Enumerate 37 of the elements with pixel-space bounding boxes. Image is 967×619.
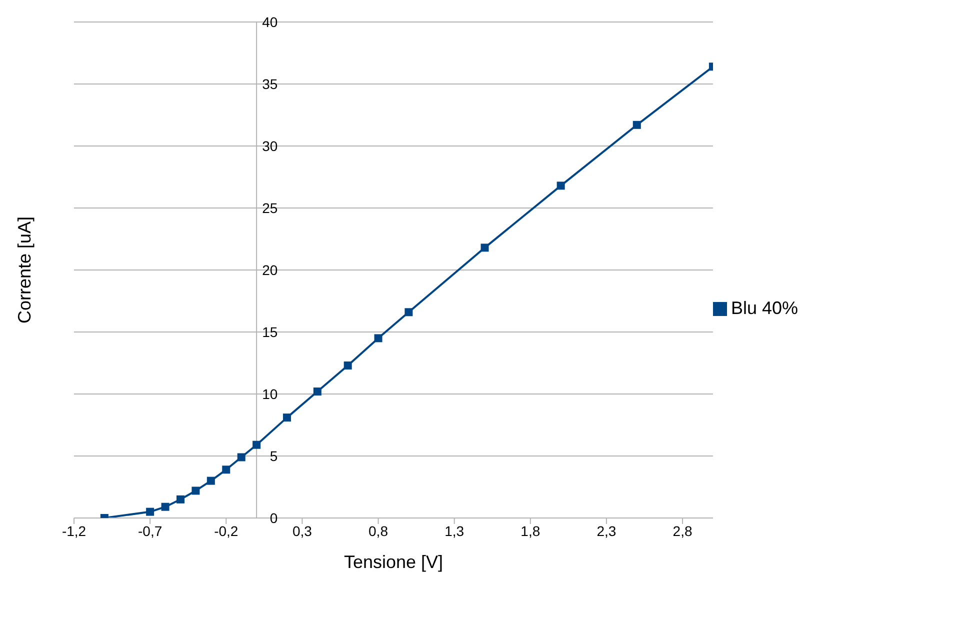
y-tick-label: 15 [262, 324, 278, 340]
y-tick-label: 20 [262, 262, 278, 278]
y-tick-label: 10 [262, 386, 278, 402]
x-axis-title: Tensione [V] [344, 552, 444, 572]
y-tick-label: 30 [262, 138, 278, 154]
y-tick-label: 25 [262, 200, 278, 216]
point [344, 361, 352, 370]
point [404, 308, 413, 316]
y-axis-title: Corrente [uA] [14, 216, 34, 324]
y-tick-label: 35 [262, 76, 278, 92]
point [632, 120, 641, 129]
point [282, 414, 291, 422]
y-tick-label: 0 [270, 510, 278, 526]
x-tick-label: 1,8 [520, 522, 540, 539]
point [556, 182, 565, 190]
point [176, 495, 184, 504]
point [313, 388, 322, 396]
y-tick-label: 40 [262, 14, 278, 30]
x-tick-label: -1,2 [62, 522, 86, 539]
point [252, 440, 261, 449]
point [146, 508, 154, 516]
x-tick-label: -0,2 [214, 522, 238, 539]
point [222, 466, 230, 474]
x-tick-label: 2,3 [596, 522, 616, 539]
x-tick-label: -0,7 [138, 522, 162, 539]
y-tick-label: 5 [270, 448, 278, 464]
x-tick-label: 0,3 [292, 522, 312, 539]
point [161, 502, 170, 511]
point [206, 476, 215, 485]
point [192, 486, 200, 495]
point [480, 244, 489, 252]
x-tick-label: 1,3 [444, 522, 464, 539]
point [374, 334, 382, 342]
legend-label: Blu 40% [730, 298, 798, 318]
point [237, 453, 246, 462]
x-tick-label: 0,8 [368, 522, 388, 539]
x-tick-label: 2,8 [672, 522, 692, 539]
